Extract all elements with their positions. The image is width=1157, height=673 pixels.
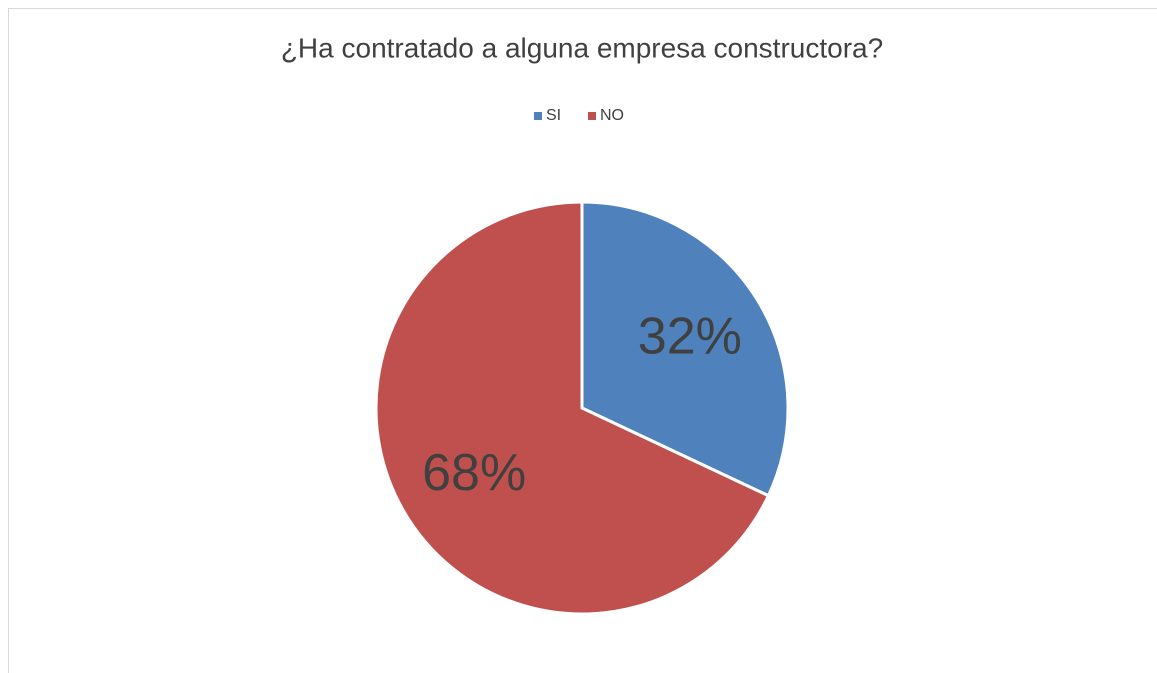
data-label: 68% [422,444,526,502]
legend-swatch [588,112,596,120]
data-label: 32% [638,307,742,365]
chart-title: ¿Ha contratado a alguna empresa construc… [281,32,883,63]
legend-swatch [534,112,542,120]
pie-slice [580,200,790,498]
pie-slice [374,200,771,616]
legend-label: SI [546,107,561,124]
legend-label: NO [600,107,624,124]
